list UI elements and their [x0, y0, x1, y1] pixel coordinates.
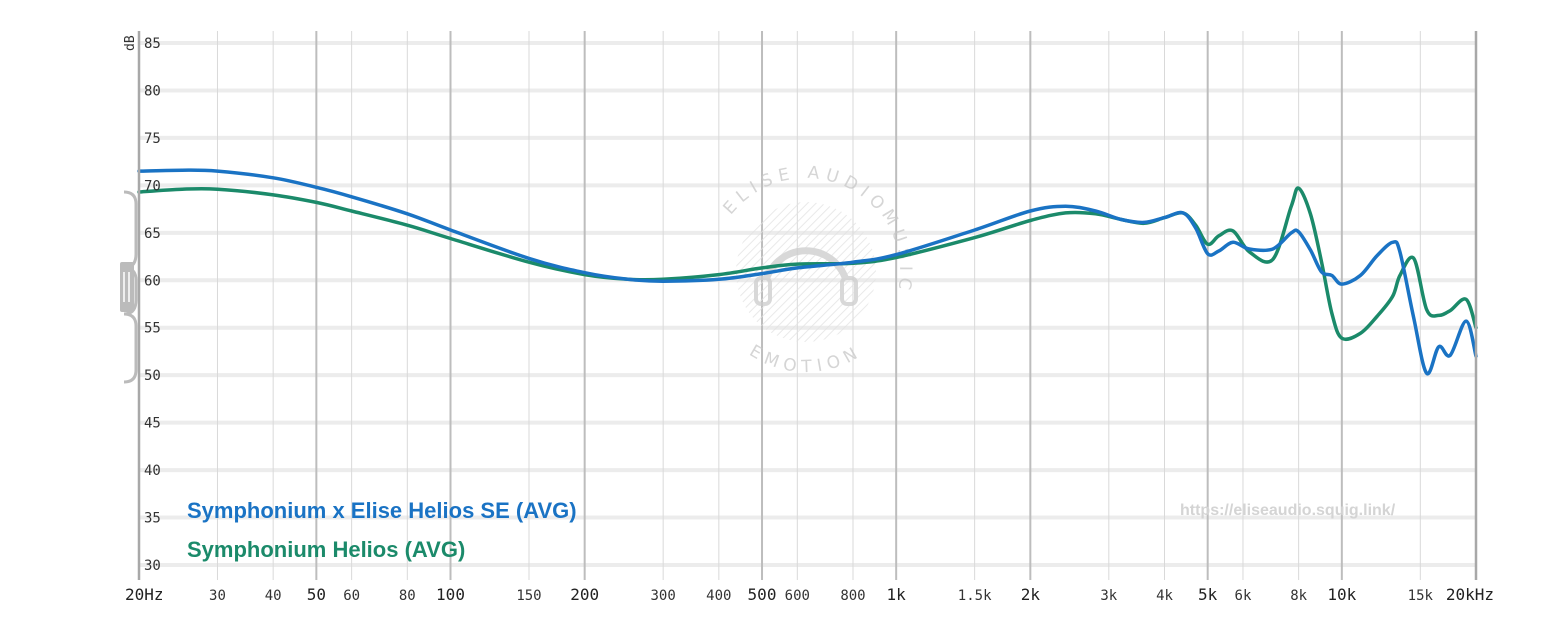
x-tick-label: 50: [307, 585, 326, 604]
x-tick-label: 40: [265, 588, 282, 604]
svg-text:EMOTION: EMOTION: [746, 341, 866, 377]
x-tick-label: 500: [748, 585, 777, 604]
y-tick-label: 30: [144, 558, 161, 574]
x-tick-label: 80: [399, 588, 416, 604]
x-tick-label: 30: [209, 588, 226, 604]
logo-text-bottom: EMOTION: [746, 341, 860, 377]
x-tick-label: 8k: [1290, 588, 1307, 604]
site-url-watermark: https://eliseaudio.squig.link/: [1180, 502, 1396, 519]
y-tick-label: 55: [144, 321, 161, 337]
x-tick-label: 400: [706, 588, 731, 604]
x-tick-label: 200: [570, 585, 599, 604]
y-tick-label: 70: [144, 178, 161, 194]
x-tick-label: 6k: [1235, 588, 1252, 604]
y-tick-label: 35: [144, 511, 161, 527]
x-tick-label: 150: [516, 588, 541, 604]
y-tick-label: 80: [144, 83, 161, 99]
x-tick-label: 60: [343, 588, 360, 604]
x-tick-label: 300: [650, 588, 675, 604]
y-tick-label: 75: [144, 131, 161, 147]
x-tick-label: 2k: [1021, 585, 1041, 604]
x-tick-label: 20kHz: [1446, 585, 1494, 604]
y-axis-unit: dB: [123, 35, 138, 51]
x-tick-label: 5k: [1198, 585, 1218, 604]
x-tick-label: 1.5k: [958, 588, 992, 604]
series-line-1: [137, 168, 1478, 376]
legend-series-1[interactable]: Symphonium x Elise Helios SE (AVG): [187, 498, 577, 523]
legend-series-2[interactable]: Symphonium Helios (AVG): [187, 537, 465, 562]
x-tick-label: 10k: [1327, 585, 1356, 604]
series-curves: [137, 168, 1478, 376]
y-tick-label: 60: [144, 273, 161, 289]
x-tick-label: 15k: [1408, 588, 1434, 604]
y-tick-label: 65: [144, 226, 161, 242]
y-tick-label: 40: [144, 463, 161, 479]
y-tick-label: 50: [144, 368, 161, 384]
y-axis-scale-handle[interactable]: [120, 190, 138, 384]
x-tick-label: 600: [785, 588, 810, 604]
y-tick-label: 85: [144, 36, 161, 52]
x-tick-label: 3k: [1100, 588, 1117, 604]
x-tick-label: 1k: [887, 585, 907, 604]
x-tick-label: 4k: [1156, 588, 1173, 604]
x-tick-label: 800: [840, 588, 865, 604]
y-tick-label: 45: [144, 416, 161, 432]
x-tick-label: 100: [436, 585, 465, 604]
x-tick-label: 20Hz: [125, 585, 164, 604]
axes: 30 35 40 45 50 55 60 65 70 75 80 85 dB 20Hz 30 40 50 60 80…: [123, 31, 1494, 604]
